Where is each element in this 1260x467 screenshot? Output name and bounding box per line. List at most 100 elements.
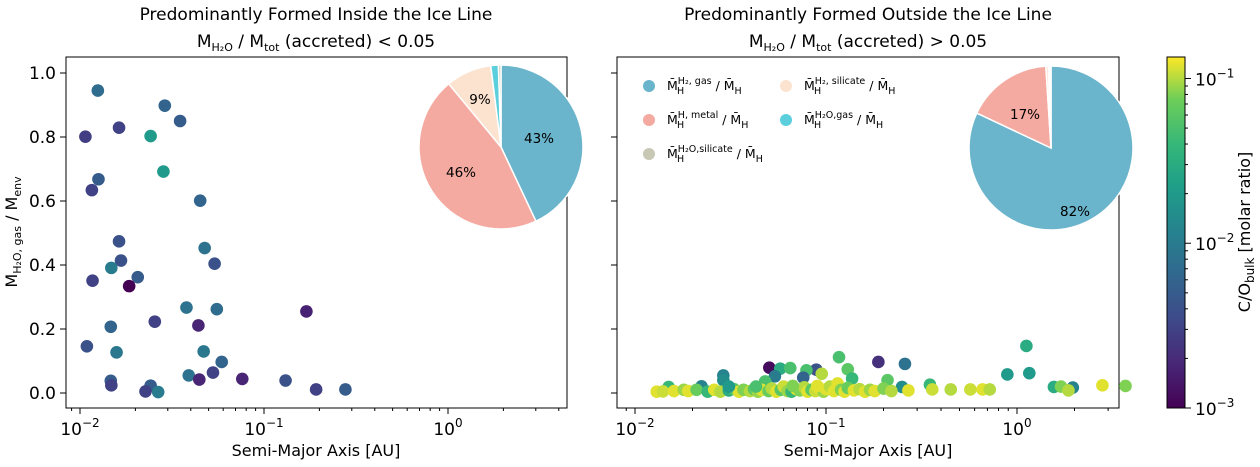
right-axes: 10−2 10−1 100 82% 17% [611,56,1134,440]
pie-slice [975,65,1052,150]
legend-label: M̄H₂O,silicate / M̄H [667,144,763,165]
data-point [1020,339,1033,353]
data-point [193,194,207,207]
data-point [139,385,152,398]
legend-label-sub: H [677,154,684,165]
data-point [722,380,736,393]
data-point [180,301,193,314]
data-point [85,183,99,197]
data-point [235,372,249,386]
legend-entry: M̄H₂O,gas / M̄HH [780,110,883,131]
data-point [192,319,205,332]
data-point [173,114,187,128]
data-point [815,367,829,381]
data-point [1119,379,1132,393]
pie-slice [418,82,537,230]
data-point [91,84,105,97]
data-point [1062,384,1075,397]
x-tick-label: 10−2 [615,416,654,440]
data-point [105,261,118,275]
legend-marker [780,80,792,92]
x-tick-label: 10−1 [244,416,283,440]
data-point [210,302,224,316]
data-point [1001,368,1014,381]
left-title: Predominantly Formed Inside the Ice Line [140,5,493,25]
data-point [131,270,145,284]
axes-frame [65,56,568,409]
y-tick-label: 1.0 [29,64,56,84]
data-point [964,383,977,396]
x-tick-label: 100 [433,416,462,440]
right-subtitle: MH₂O / Mtot (accreted) > 0.05 [749,32,987,54]
legend-marker [643,80,655,92]
left-subtitle: MH₂O / Mtot (accreted) < 0.05 [197,32,435,54]
data-point [667,384,681,398]
data-point [197,345,210,358]
x-tick-label: 10−2 [60,416,99,440]
data-point [1096,379,1109,392]
legend-entry: M̄H₂, silicate / M̄HH [780,76,895,97]
legend-label-sub: H [814,120,821,131]
legend-entry: M̄H₂O,silicate / M̄HH [643,144,763,165]
y-tick-label: 0.4 [29,256,56,276]
data-point [300,305,313,318]
data-point [157,165,170,178]
left-y-label: MH₂O, gas / Menv [2,176,24,288]
y-tick-label: 0.6 [29,192,56,212]
legend: M̄H₂, gas / M̄HH M̄H₂, silicate / M̄HHM̄H… [643,76,895,165]
legend-label-sub: H [814,86,821,97]
data-point [279,374,292,387]
data-point [944,383,958,396]
pie-slice [500,64,584,223]
pie-label: 46% [446,165,476,181]
data-point [656,385,670,398]
pie-slice [497,64,502,148]
data-point [783,361,797,375]
colorbar-tick-label: 10−1 [1195,66,1234,90]
data-point [1023,366,1036,380]
data-point [114,254,128,267]
colorbar-label: C/Obulk [molar ratio] [1235,152,1257,312]
pie-label: 43% [524,131,554,147]
data-point [768,370,782,383]
data-point [92,172,105,186]
data-point [872,355,885,369]
legend-label-sub: H [677,86,684,97]
legend-label: M̄H₂, gas / M̄H [667,76,742,97]
data-point [192,373,206,386]
legend-marker [643,148,655,160]
legend-label: M̄H, metal / M̄H [667,110,748,131]
data-point [796,371,810,384]
data-point [112,235,126,248]
y-tick-label: 0.2 [29,320,56,340]
data-point [110,346,123,359]
data-point [898,357,912,371]
data-point [832,350,846,364]
left-x-label: Semi-Major Axis [AU] [232,441,401,460]
data-point [112,121,126,135]
data-point [151,385,165,399]
legend-entry: M̄H, metal / M̄HH [643,110,748,131]
data-point [983,383,997,396]
data-point [786,379,800,393]
data-point [925,383,939,396]
pie-label: 17% [1010,107,1040,123]
right-x-label: Semi-Major Axis [AU] [784,441,953,460]
data-point [902,384,915,397]
data-point [80,339,94,353]
pie-label: 9% [469,92,491,108]
pie-slice [1049,65,1052,149]
left-axes: 10−2 10−1 100 0.0 0.2 0.4 0.6 0.8 1.0 43% 46% 9% [29,56,584,440]
data-point [206,366,220,379]
x-tick-label: 100 [1002,416,1031,440]
data-point [148,315,162,328]
legend-entry: M̄H₂, gas / M̄HH [643,76,742,97]
colorbar [1166,56,1186,409]
data-point [182,369,196,382]
legend-label: M̄H₂, silicate / M̄H [804,76,895,97]
data-point [208,257,221,271]
data-point [158,99,172,112]
data-point [690,383,703,397]
colorbar-tick-label: 10−2 [1195,231,1234,255]
